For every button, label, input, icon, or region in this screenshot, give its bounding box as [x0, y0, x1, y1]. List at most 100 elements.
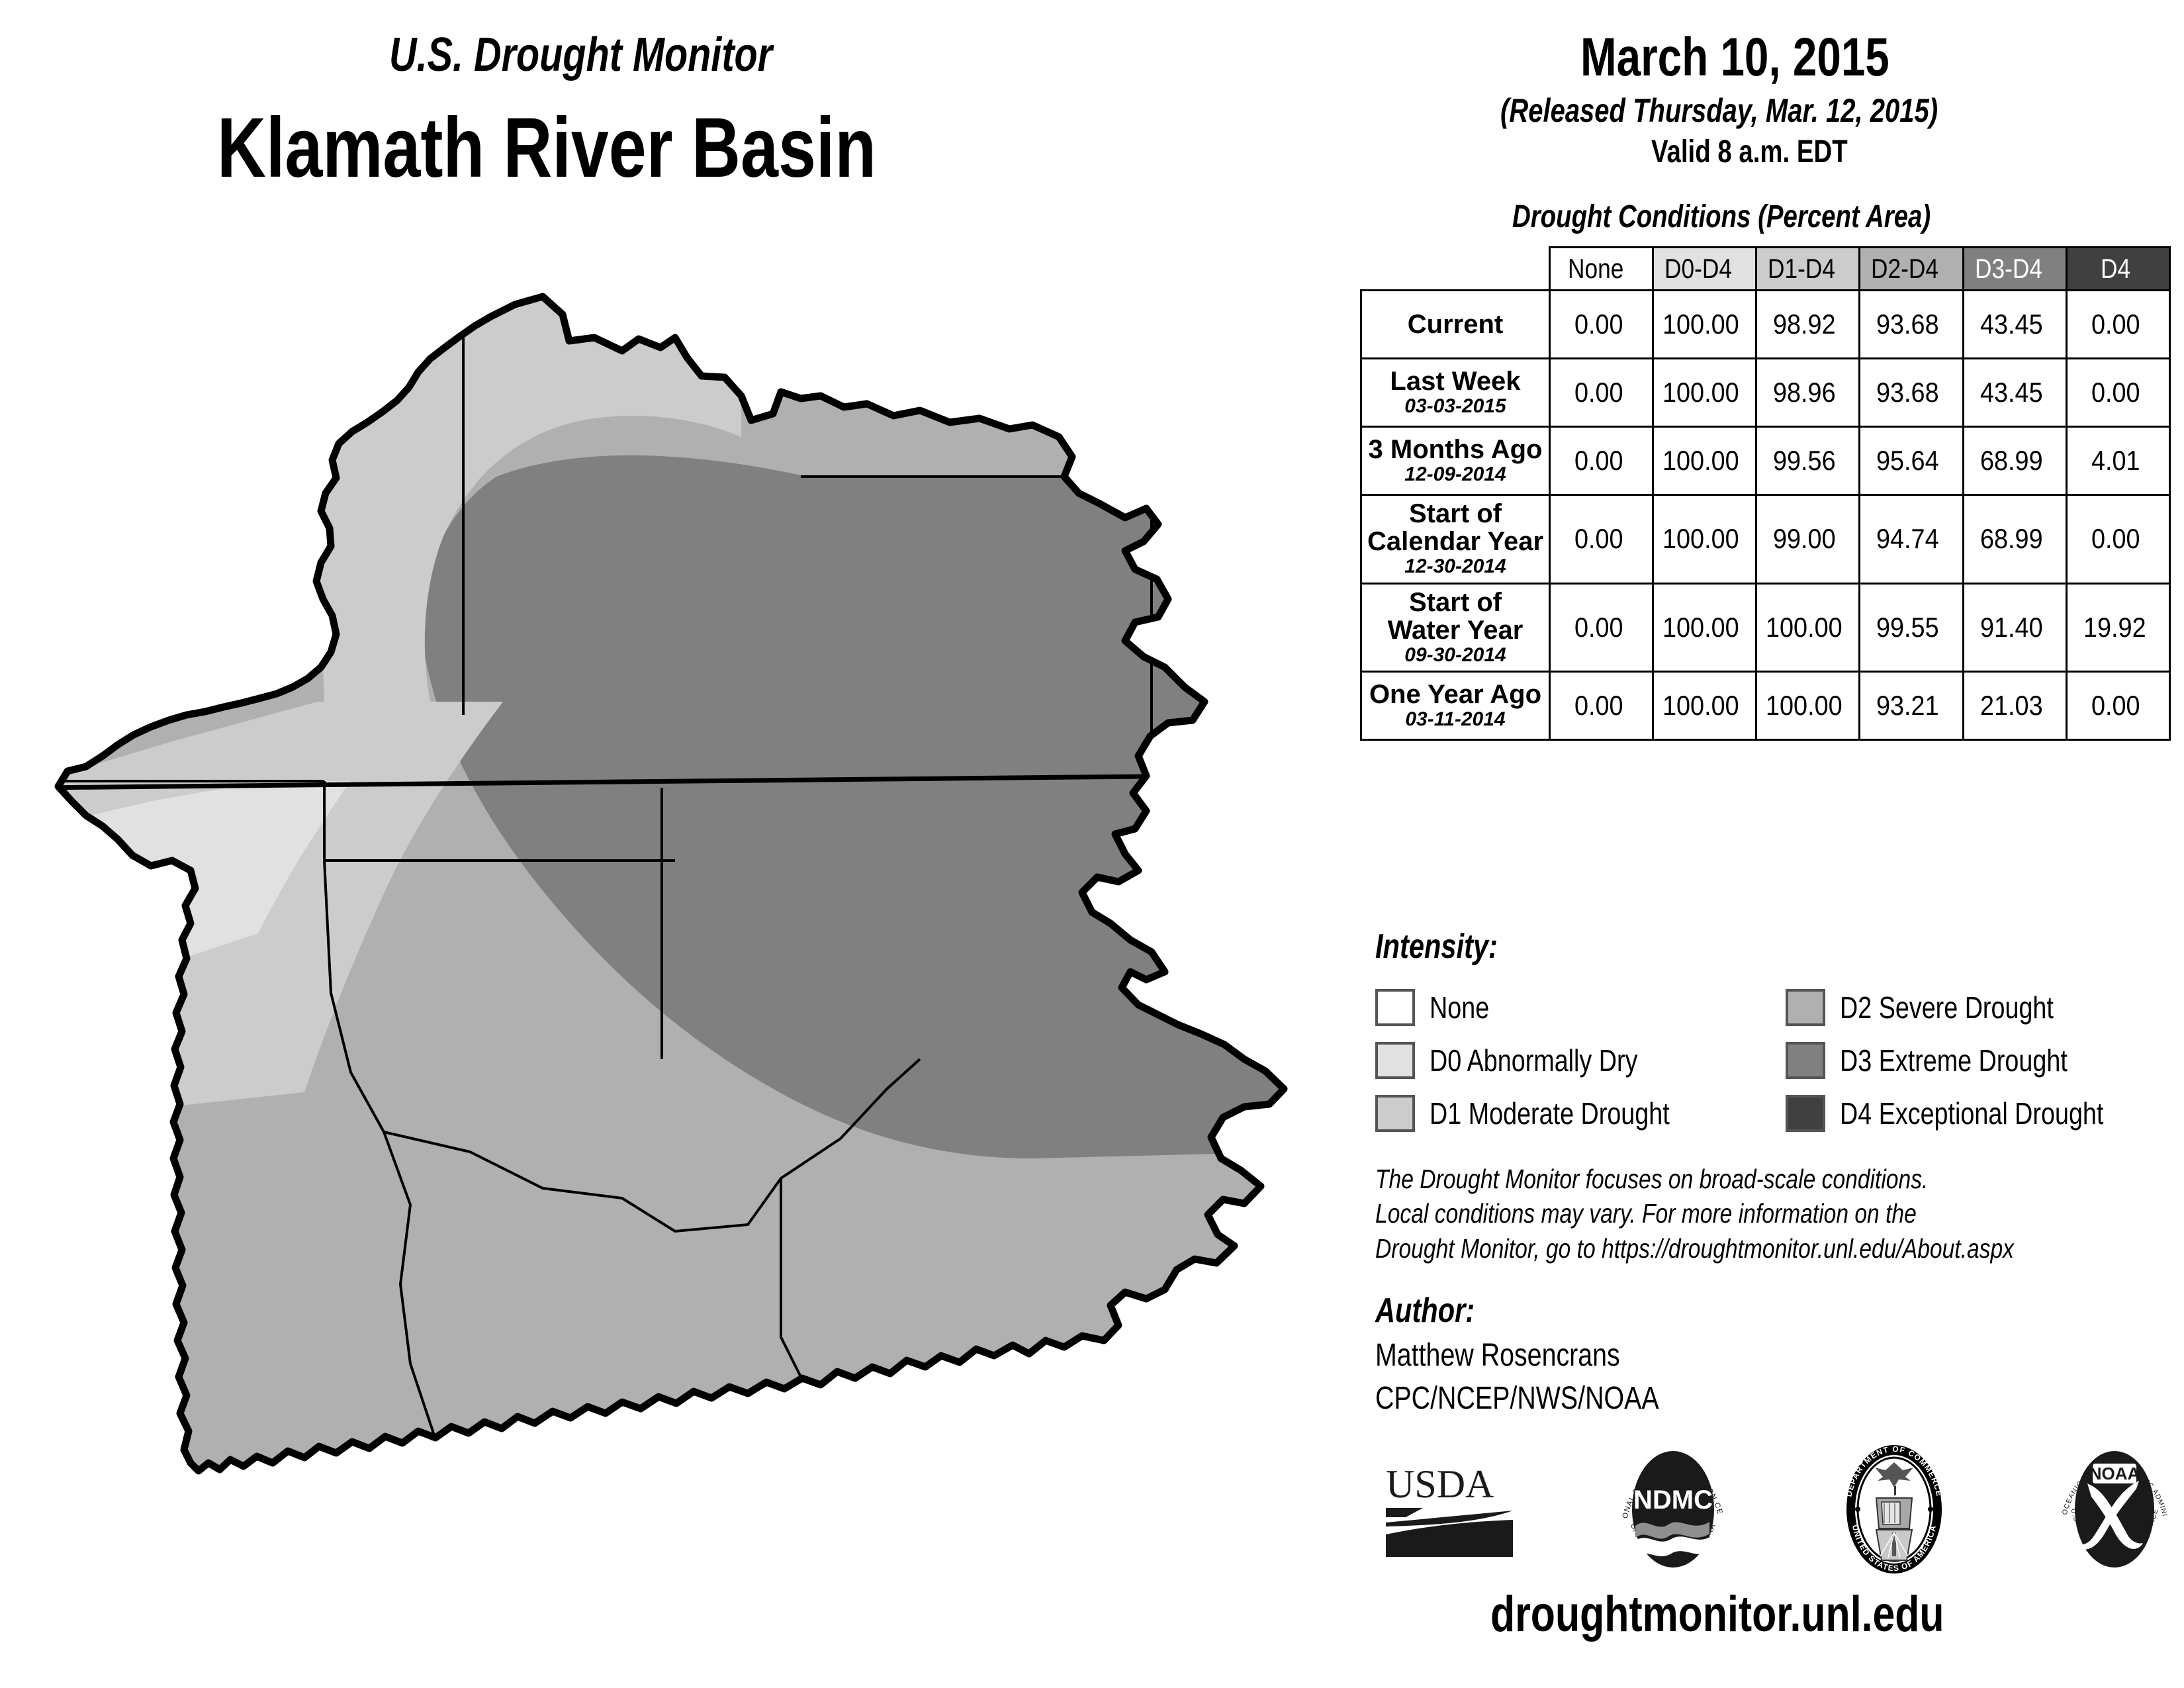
- ndmc-logo-text: NDMC: [1633, 1485, 1713, 1515]
- table-cell: 0.00: [1548, 426, 1655, 496]
- legend-swatch: [1786, 1042, 1825, 1079]
- table-cell: 100.00: [1652, 357, 1758, 428]
- row-label: Last Week 03-03-2015: [1360, 357, 1551, 428]
- table-cell: 98.96: [1755, 357, 1861, 428]
- table-cell: 94.74: [1858, 494, 1964, 585]
- row-label: Current: [1360, 289, 1551, 359]
- table-row: Start of Calendar Year 12-30-2014 0.00 100.0…: [1360, 494, 2171, 585]
- legend-label: D2 Severe Drought: [1840, 990, 2054, 1025]
- table-cell: 0.00: [1548, 582, 1655, 673]
- page-kicker: U.S. Drought Monitor: [389, 28, 773, 81]
- table-cell: 68.99: [1962, 494, 2068, 585]
- noaa-logo: NATIONAL OCEANIC AND ATMOSPHERIC ADMINIS…: [2052, 1440, 2168, 1568]
- author-heading: Author:: [1375, 1291, 1475, 1330]
- row-label-date: 12-09-2014: [1404, 463, 1506, 485]
- table-cell: 68.99: [1962, 426, 2068, 496]
- row-label-text: Water Year: [1387, 615, 1524, 645]
- table-row: 3 Months Ago 12-09-2014 0.00 100.00 99.56 95.…: [1360, 426, 2171, 496]
- row-label: Start of Water Year 09-30-2014: [1360, 582, 1551, 673]
- row-label-text: One Year Ago: [1369, 679, 1542, 709]
- release-date: (Released Thursday, Mar. 12, 2015): [1500, 92, 1938, 129]
- row-label-text: Current: [1407, 310, 1504, 339]
- map-panel: U.S. Drought Monitor Klamath River Basin: [0, 28, 1337, 1523]
- table-cell: 100.00: [1755, 582, 1861, 673]
- table-cell: 100.00: [1652, 582, 1758, 673]
- author-name: Matthew Rosencrans: [1375, 1338, 1620, 1373]
- table-cell: 4.01: [2065, 426, 2171, 496]
- info-panel: March 10, 2015 (Released Thursday, Mar. …: [1360, 0, 2184, 1688]
- table-cell: 43.45: [1962, 357, 2068, 428]
- table-cell: 93.21: [1858, 671, 1964, 741]
- table-corner-cell: [1361, 247, 1550, 291]
- col-header-d1d4: D1-D4: [1755, 246, 1861, 291]
- report-date: March 10, 2015: [1580, 27, 1890, 87]
- table-cell: 0.00: [2065, 357, 2171, 428]
- sub-county-boundaries: [323, 788, 921, 1444]
- table-cell: 100.00: [1652, 671, 1758, 741]
- legend-label: D4 Exceptional Drought: [1840, 1096, 2104, 1131]
- intensity-heading: Intensity:: [1375, 927, 1498, 966]
- table-cell: 100.00: [1652, 494, 1758, 585]
- agency-logos: USDA NATIONAL DROUGHT MITIGATION CENTER …: [1383, 1436, 2177, 1582]
- legend-item: D2 Severe Drought: [1786, 981, 2176, 1034]
- legend-item: D1 Moderate Drought: [1375, 1087, 1786, 1140]
- row-label: One Year Ago 03-11-2014: [1360, 671, 1551, 741]
- map-layer-d3: [422, 455, 1284, 1158]
- table-header-row: None D0-D4 D1-D4 D2-D4 D3-D4 D4: [1361, 246, 2171, 291]
- department-of-commerce-seal: DEPARTMENT OF COMMERCE UNITED STATES OF …: [1844, 1444, 1943, 1573]
- table-cell: 0.00: [1548, 671, 1655, 741]
- map-layer-d1-north: [318, 297, 741, 702]
- row-label-text: 3 Months Ago: [1368, 434, 1543, 464]
- table-cell: 100.00: [1755, 671, 1861, 741]
- table-row: One Year Ago 03-11-2014 0.00 100.00 100.00 93…: [1360, 671, 2171, 741]
- drought-map: [40, 278, 1337, 1523]
- table-cell: 93.68: [1858, 289, 1964, 359]
- map-fill-layers: [58, 297, 1284, 1471]
- row-label-text: Last Week: [1390, 366, 1521, 396]
- col-header-d3d4: D3-D4: [1962, 246, 2068, 291]
- row-label-date: 12-30-2014: [1404, 555, 1506, 577]
- legend-swatch: [1786, 989, 1825, 1026]
- legend-swatch: [1375, 1042, 1415, 1079]
- col-header-none: None: [1548, 246, 1655, 291]
- disclaimer-text: The Drought Monitor focuses on broad-sca…: [1375, 1164, 2014, 1264]
- noaa-logo-text: NOAA: [2089, 1464, 2140, 1483]
- table-row: Start of Water Year 09-30-2014 0.00 100.00 10…: [1360, 582, 2171, 673]
- legend-item: D0 Abnormally Dry: [1375, 1034, 1786, 1087]
- table-cell: 19.92: [2065, 582, 2171, 673]
- table-caption: Drought Conditions (Percent Area): [1512, 199, 1931, 234]
- intensity-legend: None D2 Severe Drought D0 Abnormally Dry D3…: [1375, 981, 2176, 1140]
- table-cell: 93.68: [1858, 357, 1964, 428]
- row-label-text: Start of: [1409, 587, 1502, 617]
- page-title: Klamath River Basin: [216, 101, 876, 195]
- table-cell: 0.00: [1548, 494, 1655, 585]
- table-row: Last Week 03-03-2015 0.00 100.00 98.96 93.68 4…: [1360, 357, 2171, 428]
- valid-time: Valid 8 a.m. EDT: [1651, 134, 1848, 169]
- row-label-date: 09-30-2014: [1404, 643, 1506, 666]
- table-cell: 0.00: [1548, 357, 1655, 428]
- table-cell: 95.64: [1858, 426, 1964, 496]
- row-label: Start of Calendar Year 12-30-2014: [1360, 494, 1551, 585]
- row-label-date: 03-11-2014: [1405, 708, 1506, 730]
- row-label: 3 Months Ago 12-09-2014: [1360, 426, 1551, 496]
- col-header-d2d4: D2-D4: [1858, 246, 1964, 291]
- table-cell: 100.00: [1652, 289, 1758, 359]
- col-header-d4: D4: [2065, 246, 2171, 291]
- table-cell: 99.00: [1755, 494, 1861, 585]
- legend-swatch: [1786, 1095, 1825, 1132]
- table-cell: 91.40: [1962, 582, 2068, 673]
- usda-logo: USDA: [1386, 1462, 1513, 1557]
- legend-label: None: [1430, 990, 1490, 1025]
- footer-url[interactable]: droughtmonitor.unl.edu: [1490, 1586, 1944, 1642]
- author-organization: CPC/NCEP/NWS/NOAA: [1375, 1381, 1659, 1416]
- row-label-text: Start of: [1409, 499, 1502, 528]
- legend-label: D1 Moderate Drought: [1430, 1096, 1670, 1131]
- table-cell: 98.92: [1755, 289, 1861, 359]
- ndmc-logo: NATIONAL DROUGHT MITIGATION CENTER UNIVE…: [1610, 1440, 1723, 1568]
- table-cell: 43.45: [1962, 289, 2068, 359]
- table-row: Current 0.00 100.00 98.92 93.68 43.45 0.00: [1360, 289, 2171, 359]
- usda-logo-text: USDA: [1386, 1462, 1494, 1506]
- table-cell: 99.55: [1858, 582, 1964, 673]
- basin-outline-stroke: [54, 293, 1288, 1475]
- row-label-text: Calendar Year: [1367, 527, 1544, 556]
